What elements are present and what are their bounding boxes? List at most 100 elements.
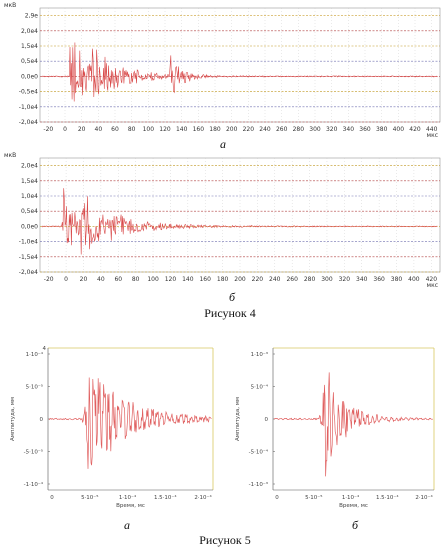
x-tick-label: 340: [343, 126, 355, 133]
x-tick-label: 360: [359, 126, 371, 133]
y-tick-label: 1·10⁻⁴: [26, 351, 44, 358]
x-tick-label: 160: [199, 276, 211, 283]
y-tick-label: -1·10⁻⁴: [24, 481, 44, 488]
x-tick-label: 1.5·10⁻⁴: [154, 494, 177, 501]
y-tick-label: -5·10⁻⁴: [249, 449, 269, 456]
y-tick-label: -1,0e4: [19, 239, 38, 246]
x-tick-label: 400: [393, 126, 405, 133]
scope-b-svg: мкВ мкс -20 0 20 40 60 80 100 120 140 160 180 200 220 2…: [4, 152, 441, 289]
x-tick-label: 1·10⁻⁴: [342, 494, 360, 501]
x-tick-label: 40: [97, 276, 105, 283]
x-tick-label: 320: [339, 276, 351, 283]
y-tick-label: -1·10⁻³: [249, 481, 268, 488]
y-tick-label: -0,5e4: [19, 89, 38, 96]
x-tick-label: 140: [176, 126, 188, 133]
x-axis-label: Время, мс: [116, 503, 145, 509]
y-tick-label: -5·10⁻⁵: [24, 449, 43, 456]
x-tick-label: 100: [143, 126, 155, 133]
x-tick-label: 260: [286, 276, 298, 283]
y-tick-label: 0: [40, 417, 44, 423]
x-unit-label: мкс: [427, 282, 438, 289]
x-tick-label: 0: [275, 495, 279, 501]
y-tick-label: -2,0e4: [19, 119, 38, 126]
y-axis-label: Амплитуда, мм: [10, 397, 16, 441]
wave-a-svg: 1·10⁻⁴ 5·10⁻⁵ 0 -5·10⁻⁵ -1·10⁻⁴ 4 Амплитуда, м…: [10, 346, 214, 509]
y-tick-label: -1,5e4: [19, 254, 38, 261]
x-tick-label: 260: [276, 126, 288, 133]
x-tick-label: 80: [132, 276, 140, 283]
x-tick-label: 280: [293, 126, 305, 133]
y-tick-label: 0,0e0: [21, 223, 38, 230]
x-tick-label: 300: [309, 126, 321, 133]
y-tick-label: 1,5e4: [21, 178, 38, 185]
waveform-trace: [48, 377, 212, 469]
x-tick-label: 200: [234, 276, 246, 283]
x-tick-label: 60: [111, 126, 119, 133]
x-tick-label: 360: [373, 276, 385, 283]
y-tick-label: 2,0e4: [21, 163, 38, 170]
x-tick-label: 5·10⁻⁵: [305, 494, 322, 501]
waveform-plot-a: 1·10⁻⁴ 5·10⁻⁵ 0 -5·10⁻⁵ -1·10⁻⁴ 4 Амплитуда, м…: [0, 340, 225, 520]
x-tick-label: 220: [243, 126, 255, 133]
x-tick-label: 420: [426, 276, 438, 283]
x-tick-label: 40: [95, 126, 103, 133]
scope-plot-b: мкВ мкс -20 0 20 40 60 80 100 120 140 160 180 200 220 2…: [0, 150, 446, 290]
figure4b-label: б: [228, 290, 236, 304]
x-tick-label: 120: [165, 276, 177, 283]
x-tick-label: -20: [43, 126, 53, 133]
x-tick-label: 60: [114, 276, 122, 283]
waveform-trace: [273, 372, 433, 477]
y-tick-label: -2,0e4: [19, 269, 38, 276]
figure4-caption: Рисунок 4: [204, 306, 256, 320]
x-tick-label: 120: [159, 126, 171, 133]
x-tick-label: -20: [44, 276, 54, 283]
x-tick-label: 2·10⁻⁴: [194, 494, 212, 501]
x-axis-label: Время, мс: [339, 503, 368, 509]
waveform-plot-b: 1·10⁻³ 5·10⁻⁴ 0 -5·10⁻⁴ -1·10⁻³ Амплитуда, мм…: [225, 340, 446, 520]
x-tick-label: 140: [182, 276, 194, 283]
x-tick-label: 180: [217, 276, 229, 283]
x-tick-label: 2·10⁻⁴: [415, 494, 433, 501]
y-unit-label: мкВ: [4, 152, 16, 159]
x-tick-label: 180: [209, 126, 221, 133]
x-tick-label: 1.5·10⁻⁴: [376, 494, 399, 501]
x-tick-label: 300: [321, 276, 333, 283]
x-tick-label: 0: [50, 495, 54, 501]
x-tick-label: 80: [128, 126, 136, 133]
x-tick-label: 420: [409, 126, 421, 133]
x-tick-label: 20: [80, 276, 88, 283]
figure4a-label: а: [220, 137, 226, 151]
y-tick-label: 1,5e4: [21, 43, 38, 50]
x-tick-label: 5·10⁻⁵: [81, 494, 98, 501]
x-tick-label: 440: [426, 126, 438, 133]
figure5a-label: а: [124, 518, 130, 532]
x-tick-label: 240: [269, 276, 281, 283]
x-tick-label: 0: [63, 126, 67, 133]
x-tick-label: 380: [376, 126, 388, 133]
figure5-caption: Рисунок 5: [199, 533, 251, 547]
y-tick-label: 0,0e0: [21, 73, 38, 80]
x-tick-label: 280: [304, 276, 316, 283]
signal-trace: [41, 188, 438, 255]
scope-plot-a: мкВ мкс -20 0 20 40 60 80 100 120 140 160 180 200 220 2…: [0, 0, 446, 140]
plot-frame: [39, 7, 441, 123]
x-tick-label: 1·10⁻⁴: [119, 494, 137, 501]
x-tick-label: 0: [64, 276, 68, 283]
y-tick-label: 0,5e4: [21, 208, 38, 215]
figure5b-label: б: [351, 518, 359, 532]
y-tick-label: 1,0e4: [21, 193, 38, 200]
x-tick-label: 20: [78, 126, 86, 133]
y-tick-label: 0: [265, 417, 269, 423]
x-tick-label: 340: [356, 276, 368, 283]
x-tick-label: 100: [147, 276, 159, 283]
y-tick-label: -1,0e4: [19, 104, 38, 111]
y-tick-label: 0,5e4: [21, 58, 38, 65]
y-tick-label: 1·10⁻³: [251, 351, 268, 358]
y-tick-label: 5·10⁻⁵: [26, 384, 43, 391]
y-axis-label: Амплитуда, мм: [235, 397, 241, 441]
x-tick-label: 320: [326, 126, 338, 133]
x-tick-label: 400: [408, 276, 420, 283]
y-tick-label: 2,0e4: [21, 28, 38, 35]
x-unit-label: мкс: [427, 132, 438, 139]
y-tick-label: 5·10⁻⁴: [251, 384, 269, 391]
